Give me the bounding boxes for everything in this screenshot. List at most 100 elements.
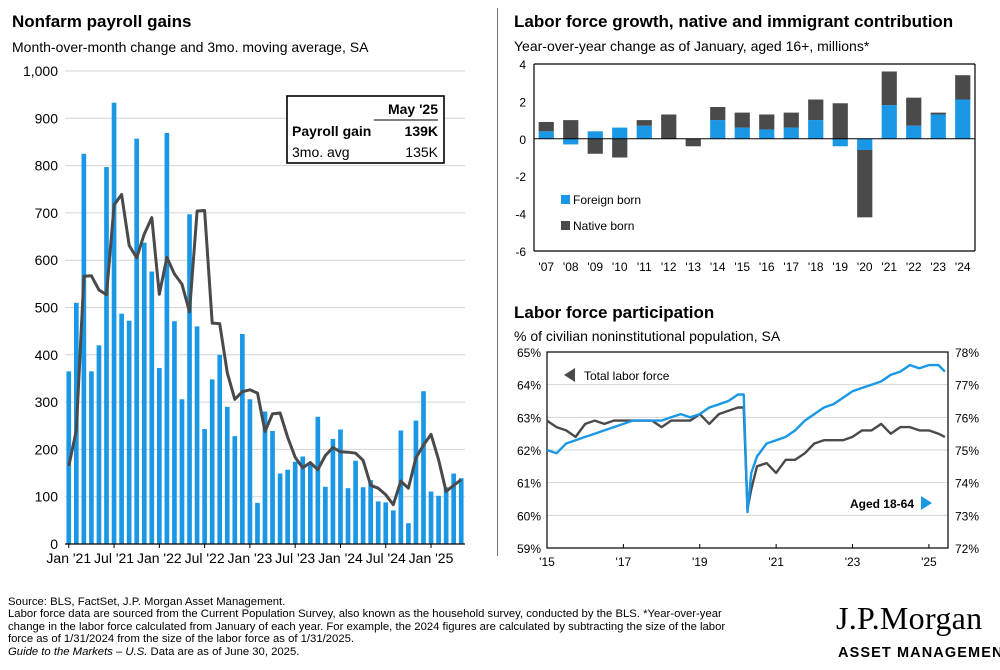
legend-value-avg: 135K: [405, 144, 438, 160]
y-tick-label-left: 62%: [517, 444, 541, 458]
x-tick-label: '18: [808, 260, 824, 274]
footer-guide-line: Guide to the Markets – U.S. Data are as …: [8, 646, 828, 658]
payroll-bar: [104, 167, 109, 545]
x-tick-label: '22: [906, 260, 922, 274]
legend-box: [286, 95, 445, 164]
payroll-bar: [141, 242, 147, 544]
x-tick-label: Jul '24: [366, 550, 406, 566]
y-tick-label-left: 59%: [517, 542, 541, 556]
payroll-bar: [406, 523, 411, 544]
asset-management-logo-text: ASSET MANAGEMENT: [838, 645, 1000, 661]
y-tick-label-right: 75%: [955, 444, 979, 458]
legend-swatch-foreign: [561, 195, 570, 204]
native-born-bar: [906, 97, 922, 126]
guide-name: Guide to the Markets – U.S.: [8, 645, 148, 658]
y-tick-label-left: 61%: [517, 477, 541, 491]
y-tick-label-left: 64%: [517, 379, 541, 393]
payroll-bar: [96, 345, 102, 544]
payroll-bar: [383, 502, 389, 544]
y-tick-label: 0: [50, 536, 58, 552]
payroll-bar: [277, 473, 283, 544]
native-born-bar: [685, 138, 701, 147]
moving-average-line: [67, 193, 463, 507]
native-born-bar: [661, 114, 677, 139]
y-tick-label: -4: [515, 208, 526, 222]
payroll-bar: [428, 491, 434, 544]
payroll-bar: [224, 406, 230, 544]
x-tick-label: '19: [832, 260, 848, 274]
aged-18-64-line: [546, 363, 946, 514]
y-tick-label-left: 65%: [517, 346, 541, 360]
x-tick-label: Jan '23: [228, 550, 273, 566]
legend-value-payroll: 139K: [405, 123, 438, 139]
y-tick-label: 1,000: [23, 63, 58, 79]
y-tick-label: 100: [35, 489, 59, 505]
payroll-bar: [232, 436, 238, 544]
payroll-chart-title: Nonfarm payroll gains: [12, 12, 192, 31]
y-tick-label: 300: [35, 394, 59, 410]
payroll-chart-subtitle: Month-over-month change and 3mo. moving …: [12, 39, 369, 55]
foreign-born-bar: [612, 127, 628, 139]
y-tick-label: -6: [515, 245, 526, 259]
payroll-bar: [300, 456, 306, 544]
foreign-born-bar: [955, 99, 971, 139]
participation-chart-title: Labor force participation: [514, 303, 715, 322]
payroll-bar: [187, 214, 192, 544]
native-born-bar: [710, 107, 726, 121]
foreign-born-bar: [808, 120, 824, 139]
x-tick-label: '24: [955, 260, 971, 274]
y-tick-label-right: 73%: [955, 509, 979, 523]
charts-canvas: 0 100 200 300 400 500 600 700 800 900 1,000 Jan '21…: [23, 58, 979, 569]
jpmorgan-logo: J.P.Morgan: [836, 600, 983, 636]
native-born-bar: [808, 99, 824, 121]
foreign-born-bar: [906, 125, 922, 139]
payroll-bar: [421, 391, 426, 544]
y-tick-label-right: 72%: [955, 542, 979, 556]
y-tick-label: 700: [35, 205, 59, 221]
foreign-born-bar: [930, 114, 946, 139]
x-tick-label: Jan '22: [137, 550, 182, 566]
payroll-bar: [179, 399, 185, 544]
x-tick-label: '20: [857, 260, 873, 274]
payroll-bar: [443, 487, 449, 544]
y-tick-label: 0: [519, 133, 526, 147]
foreign-born-bar: [538, 131, 554, 139]
payroll-bar: [330, 438, 336, 544]
native-born-bar: [636, 120, 652, 126]
payroll-bar: [194, 326, 200, 544]
native-born-bar: [857, 150, 873, 218]
legend-swatch-native: [561, 221, 570, 230]
payroll-bar: [149, 271, 155, 544]
x-tick-label: Jan '25: [409, 550, 454, 566]
y-tick-label-left: 63%: [517, 411, 541, 425]
payroll-bar: [119, 313, 124, 544]
payroll-bar: [436, 495, 441, 544]
legend-label-foreign: Foreign born: [573, 193, 641, 207]
as-of-date: Data are as of June 30, 2025.: [147, 645, 300, 658]
y-tick-label-right: 76%: [955, 411, 979, 425]
x-tick-label: '16: [759, 260, 775, 274]
footer-note-line: Labor force data are sourced from the Cu…: [8, 608, 722, 621]
native-born-bar: [832, 103, 848, 139]
y-tick-label: 800: [35, 158, 59, 174]
x-tick-label: '23: [930, 260, 946, 274]
native-born-bar: [563, 120, 579, 139]
y-tick-label: 400: [35, 347, 59, 363]
y-tick-label: 4: [519, 58, 526, 72]
payroll-bar: [360, 487, 366, 544]
x-tick-label: '07: [538, 260, 554, 274]
y-tick-label: 600: [35, 252, 59, 268]
payroll-bar: [164, 132, 170, 544]
payroll-bar: [353, 460, 358, 544]
footer-notes: Source: BLS, FactSet, J.P. Morgan Asset …: [8, 596, 828, 658]
x-tick-label: Jul '22: [185, 550, 225, 566]
y-tick-label-right: 74%: [955, 477, 979, 491]
payroll-bar: [89, 371, 94, 544]
y-tick-label: 900: [35, 110, 59, 126]
payroll-bar: [202, 429, 207, 544]
x-tick-label: '25: [921, 555, 937, 569]
payroll-bar: [255, 502, 260, 544]
x-tick-label: '09: [587, 260, 603, 274]
payroll-bar: [315, 416, 321, 544]
payroll-bar: [458, 478, 464, 544]
